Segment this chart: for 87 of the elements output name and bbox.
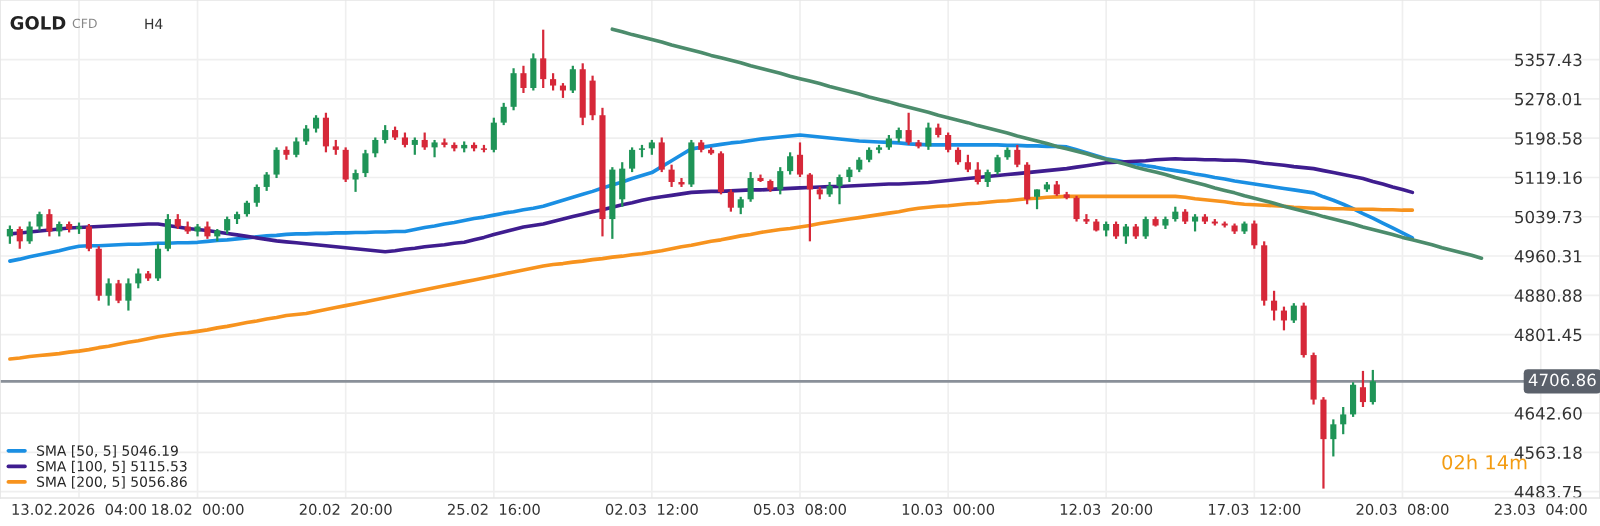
candlestick [629, 146, 636, 174]
candlestick [382, 124, 389, 145]
candlestick [6, 224, 13, 245]
candlestick [441, 137, 448, 149]
candlestick [352, 168, 359, 193]
candlestick [125, 277, 132, 312]
candlestick [322, 111, 329, 154]
candlestick [1350, 381, 1357, 419]
candlestick [540, 28, 547, 90]
candlestick [85, 222, 92, 253]
candlestick [115, 278, 122, 305]
candlestick [372, 136, 379, 159]
candlestick [1083, 213, 1090, 226]
y-tick-label: 4483.75 [1514, 485, 1582, 499]
candlestick [36, 210, 43, 232]
candlestick [46, 208, 53, 238]
candlestick [1330, 418, 1337, 458]
candlestick [717, 150, 725, 196]
line-series [8, 156, 1415, 254]
candlestick [777, 166, 784, 196]
y-tick-label: 4960.31 [1514, 249, 1582, 263]
candlestick [1369, 368, 1376, 406]
candlestick [283, 145, 290, 161]
candlestick [1290, 302, 1297, 325]
candlestick [303, 124, 310, 147]
candlestick [431, 138, 438, 159]
candlestick [678, 176, 685, 189]
y-tick-label: 5039.73 [1515, 210, 1582, 224]
candlestick [658, 136, 665, 174]
candlestick [520, 64, 527, 95]
candlestick [490, 116, 497, 154]
candlestick [787, 151, 794, 176]
candlestick [510, 67, 517, 112]
y-tick-label: 5278.01 [1515, 92, 1582, 106]
candlestick [105, 277, 112, 307]
y-tick-label: 4880.88 [1514, 289, 1582, 302]
candlestick [994, 153, 1001, 176]
line-series [610, 27, 1484, 260]
candlestick [668, 163, 675, 189]
candlestick [747, 170, 754, 203]
y-tick-label: 4563.18 [1514, 446, 1582, 459]
candlestick [293, 136, 300, 159]
candlestick [945, 131, 952, 154]
candlestick [619, 161, 626, 208]
candlestick [974, 161, 981, 186]
candlestick [1142, 215, 1149, 240]
candlestick [796, 141, 804, 179]
candlestick [1014, 143, 1021, 169]
y-tick-label: 5198.58 [1515, 132, 1582, 145]
candlestick [342, 146, 349, 184]
candlestick [569, 64, 576, 95]
candlestick [362, 148, 369, 179]
y-tick-label: 4642.60 [1514, 407, 1582, 420]
candlestick [1024, 161, 1031, 206]
candlestick [1310, 351, 1317, 406]
candlestick [1033, 188, 1041, 211]
candlestick [500, 101, 507, 127]
candlestick [253, 183, 260, 208]
candlestick [135, 267, 142, 290]
candlestick [1073, 194, 1080, 223]
candlestick [530, 52, 537, 92]
y-tick-label: 5119.16 [1515, 171, 1582, 185]
text: GOLD [10, 16, 66, 30]
candlestick [836, 173, 843, 206]
candlestick [95, 245, 102, 302]
y-tick-label: 4801.45 [1514, 328, 1582, 342]
candlestick [263, 170, 270, 192]
candlestick [1251, 219, 1258, 250]
y-tick-label: 5357.43 [1515, 53, 1582, 67]
candlestick [1271, 289, 1278, 322]
annotation: 02h 14m [1442, 454, 1527, 470]
candlestick [164, 213, 171, 253]
candlestick [905, 111, 912, 147]
candlestick [589, 74, 596, 122]
candlestick [26, 220, 33, 245]
candlestick [273, 146, 280, 180]
candlestick [806, 171, 813, 243]
candlestick [925, 121, 932, 151]
candlestick [688, 138, 695, 189]
candlestick [727, 188, 734, 213]
candlestick [16, 225, 23, 250]
candlestick [1359, 369, 1367, 409]
candlestick [1122, 222, 1129, 245]
candlestick [1320, 396, 1327, 490]
candlestick [1340, 405, 1347, 436]
ref-line-label: 4706.86 [1528, 373, 1596, 387]
candlestick [154, 242, 162, 283]
